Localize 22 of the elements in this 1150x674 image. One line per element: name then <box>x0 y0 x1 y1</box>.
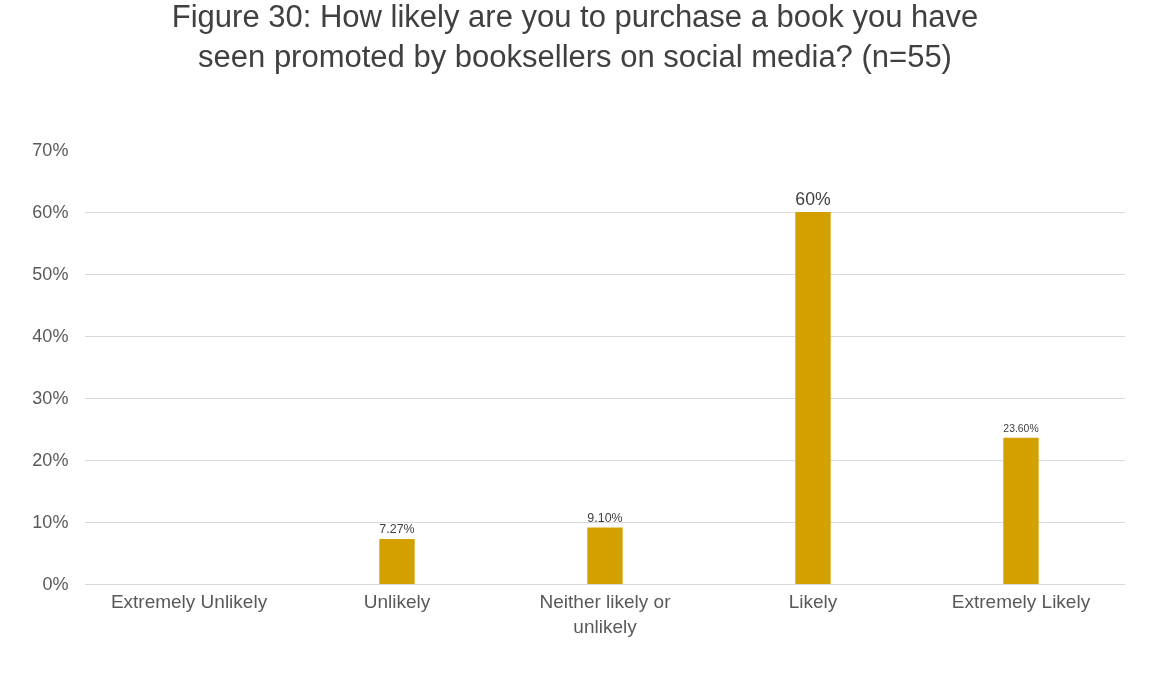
x-tick-label: Unlikely <box>363 590 431 612</box>
bar <box>587 527 623 584</box>
bar <box>379 538 415 584</box>
data-label: 9.10% <box>587 510 623 525</box>
chart-title: Figure 30: How likely are you to purchase a book you have seen promoted by booksellers on social media? (n=55) <box>171 0 979 75</box>
y-tick-label: 20% <box>32 450 69 471</box>
x-tick-label: Extremely Unlikely <box>110 590 268 612</box>
data-label: 7.27% <box>379 522 415 537</box>
y-tick-label: 10% <box>32 512 69 533</box>
y-tick-label: 60% <box>32 202 69 223</box>
x-tick-label: Likely <box>788 590 838 612</box>
y-tick-label: 30% <box>32 388 69 409</box>
y-tick-label: 40% <box>32 326 69 347</box>
y-tick-label: 50% <box>32 264 69 285</box>
x-tick-label: Neither likely or unlikely <box>539 590 672 637</box>
y-tick-label: 0% <box>42 574 69 595</box>
data-label: 60% <box>795 189 831 210</box>
x-tick-label: Extremely Likely <box>951 590 1091 612</box>
bar <box>795 212 831 584</box>
data-label: 23.60% <box>1003 423 1039 435</box>
y-tick-label: 70% <box>32 140 69 161</box>
bar <box>1003 437 1039 584</box>
